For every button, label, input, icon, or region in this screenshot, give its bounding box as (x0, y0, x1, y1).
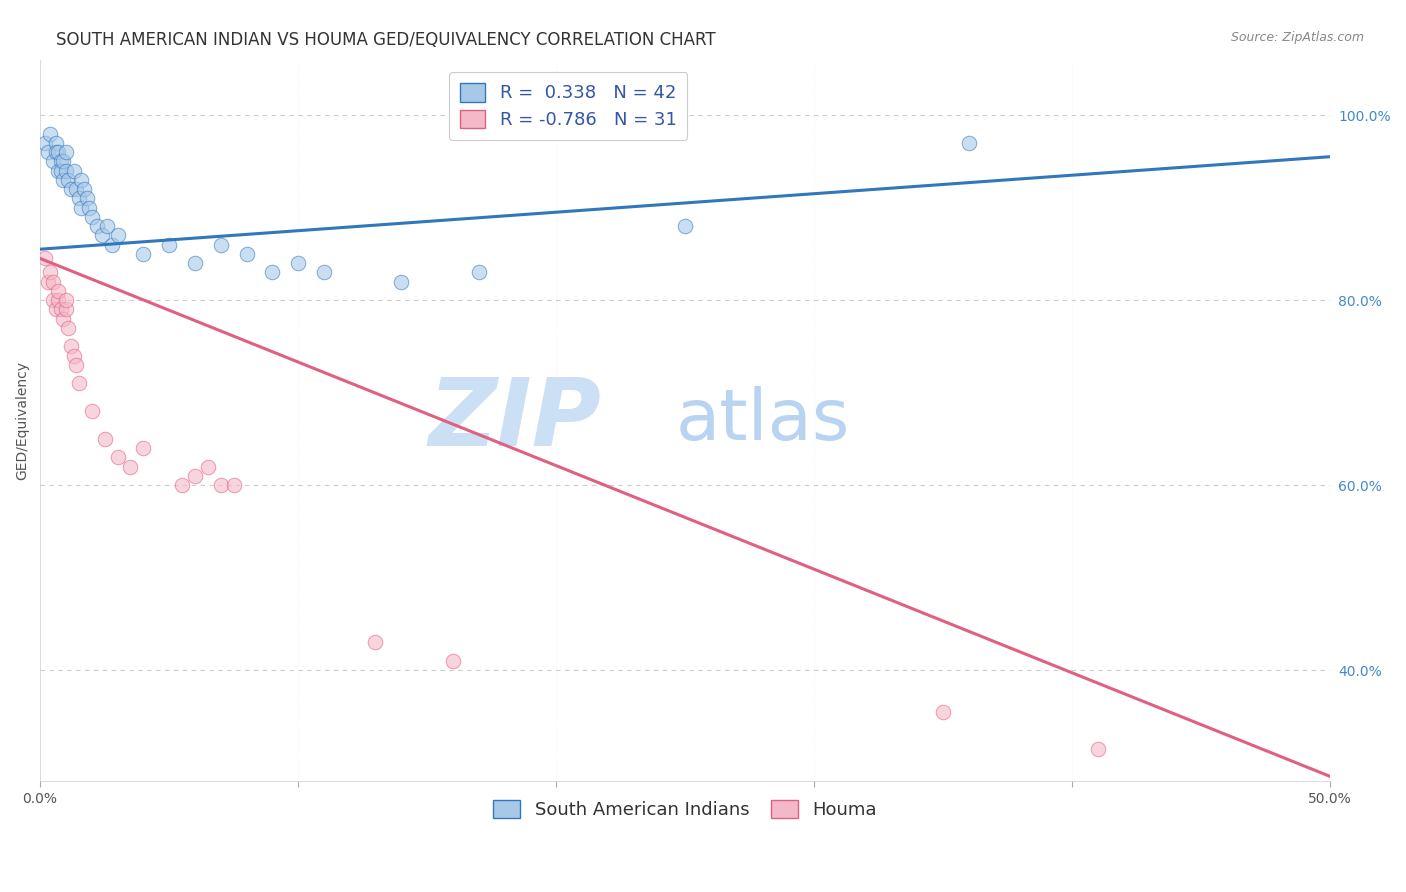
Point (73, 182, 96, 196)
Point (45, 145, 67, 160)
Point (37, 145, 59, 160)
Point (58, 321, 80, 335)
Point (101, 237, 124, 252)
Legend: South American Indians, Houma: South American Indians, Houma (486, 792, 884, 826)
Text: ZIP: ZIP (429, 375, 602, 467)
Point (62, 163, 84, 178)
Point (58, 173, 80, 187)
Point (70, 201, 93, 215)
Point (132, 441, 155, 455)
Point (34, 136, 56, 150)
Point (93, 432, 115, 446)
Point (52, 311, 75, 326)
Point (77, 201, 100, 215)
Point (62, 349, 84, 363)
Point (65, 358, 87, 372)
Point (49, 163, 72, 178)
Point (42, 293, 65, 307)
Point (65, 182, 87, 196)
Point (262, 265, 284, 279)
Point (107, 450, 129, 465)
Point (170, 478, 193, 492)
Point (76, 191, 98, 205)
Point (45, 136, 67, 150)
Point (222, 478, 245, 492)
Point (157, 237, 180, 252)
Point (34, 252, 56, 266)
Point (441, 654, 464, 668)
Point (39, 127, 62, 141)
Point (55, 293, 77, 307)
Point (49, 302, 72, 317)
Point (312, 265, 335, 279)
Text: Source: ZipAtlas.com: Source: ZipAtlas.com (1230, 31, 1364, 45)
Point (209, 478, 232, 492)
Point (46, 145, 69, 160)
Point (67, 191, 90, 205)
Point (389, 275, 412, 289)
Point (45, 302, 67, 317)
Point (80, 404, 103, 418)
Point (52, 154, 75, 169)
Point (55, 163, 77, 178)
Point (96, 219, 118, 233)
Point (197, 459, 219, 474)
Point (42, 275, 65, 289)
Point (467, 265, 489, 279)
Point (673, 219, 696, 233)
Point (184, 256, 207, 270)
Text: SOUTH AMERICAN INDIAN VS HOUMA GED/EQUIVALENCY CORRELATION CHART: SOUTH AMERICAN INDIAN VS HOUMA GED/EQUIV… (56, 31, 716, 49)
Point (1087, 741, 1109, 756)
Point (364, 635, 387, 649)
Point (46, 293, 69, 307)
Text: atlas: atlas (675, 386, 849, 455)
Point (42, 154, 65, 169)
Point (39, 265, 62, 279)
Point (120, 459, 142, 474)
Point (70, 173, 93, 187)
Point (957, 136, 980, 150)
Point (91, 228, 114, 243)
Y-axis label: GED/Equivalency: GED/Equivalency (15, 360, 30, 480)
Point (107, 228, 129, 243)
Point (49, 154, 72, 169)
Point (184, 468, 207, 483)
Point (46, 284, 69, 298)
Point (287, 256, 309, 270)
Point (55, 302, 77, 317)
Point (209, 237, 232, 252)
Point (55, 145, 77, 160)
Point (235, 247, 257, 261)
Point (46, 163, 69, 178)
Point (52, 173, 75, 187)
Point (132, 247, 155, 261)
Point (67, 376, 90, 391)
Point (80, 210, 103, 224)
Point (60, 182, 83, 196)
Point (60, 339, 83, 353)
Point (86, 219, 108, 233)
Point (932, 705, 955, 719)
Point (37, 275, 59, 289)
